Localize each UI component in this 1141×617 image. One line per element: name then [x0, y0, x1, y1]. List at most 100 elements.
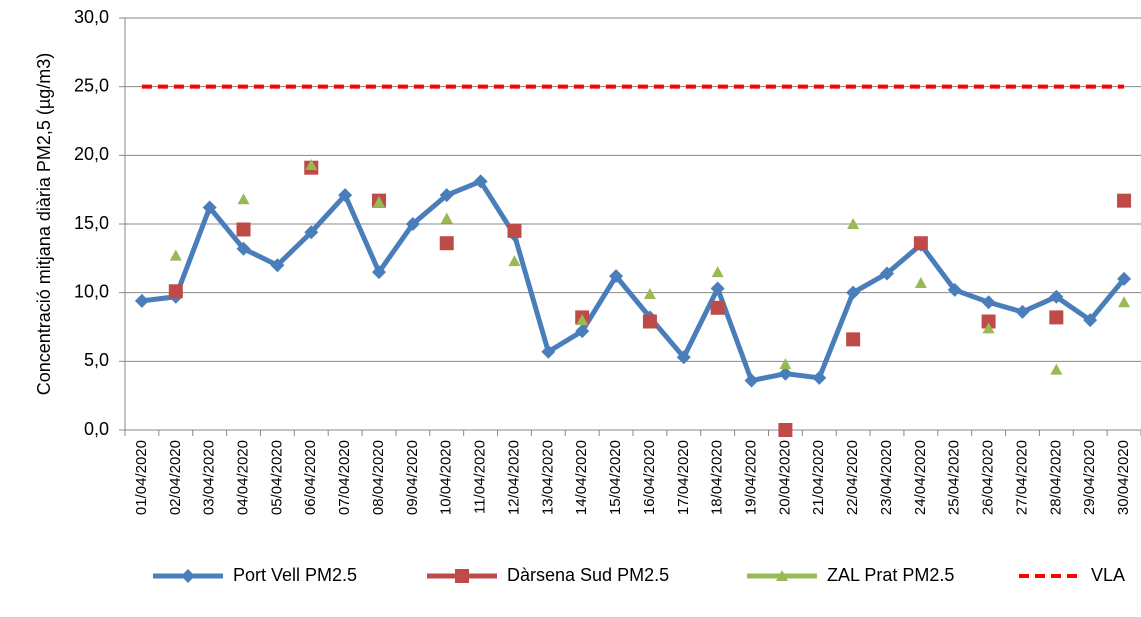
data-point: [304, 225, 319, 240]
y-tick-label: 20,0: [74, 144, 109, 164]
data-point: [237, 193, 250, 205]
y-tick-label: 25,0: [74, 75, 109, 95]
legend-label: Dàrsena Sud PM2.5: [507, 565, 669, 585]
y-tick-label: 10,0: [74, 281, 109, 301]
x-tick-label: 20/04/2020: [776, 440, 793, 515]
legend-marker: [181, 569, 195, 583]
x-tick-label: 24/04/2020: [912, 440, 929, 515]
data-point: [507, 223, 522, 238]
data-point: [744, 373, 759, 388]
data-point: [710, 281, 725, 296]
data-point: [134, 293, 149, 308]
data-point: [812, 370, 827, 385]
data-point: [1050, 363, 1063, 375]
legend-label: ZAL Prat PM2.5: [827, 565, 954, 585]
x-tick-label: 14/04/2020: [573, 440, 590, 515]
data-point: [439, 188, 454, 203]
x-tick-label: 23/04/2020: [878, 440, 895, 515]
data-point: [1015, 304, 1030, 319]
data-point: [778, 366, 793, 381]
data-point: [440, 212, 453, 224]
y-axis-label: Concentració mitjana diària PM2,5 (µg/m3…: [34, 53, 54, 396]
data-point: [236, 222, 251, 237]
x-tick-label: 19/04/2020: [743, 440, 760, 515]
x-tick-label: 06/04/2020: [302, 440, 319, 515]
x-tick-label: 12/04/2020: [505, 440, 522, 515]
data-point: [778, 423, 793, 437]
data-point: [710, 300, 725, 315]
data-point: [711, 266, 724, 278]
x-tick-label: 15/04/2020: [607, 440, 624, 515]
data-point: [439, 236, 454, 251]
legend-label: Port Vell PM2.5: [233, 565, 357, 585]
data-point: [1118, 296, 1131, 308]
x-tick-label: 27/04/2020: [1013, 440, 1030, 515]
y-tick-label: 15,0: [74, 213, 109, 233]
legend-marker: [776, 570, 788, 581]
data-point: [168, 284, 183, 299]
x-tick-label: 05/04/2020: [268, 440, 285, 515]
x-tick-label: 22/04/2020: [844, 440, 861, 515]
x-tick-label: 13/04/2020: [539, 440, 556, 515]
data-point: [372, 265, 386, 280]
x-tick-label: 08/04/2020: [370, 440, 387, 515]
x-tick-label: 28/04/2020: [1047, 440, 1064, 515]
data-point: [236, 241, 251, 256]
data-point: [846, 332, 861, 347]
data-point: [1117, 193, 1132, 208]
x-tick-label: 07/04/2020: [336, 440, 353, 515]
data-point: [541, 344, 556, 359]
data-point: [981, 314, 996, 329]
data-point: [202, 200, 217, 215]
data-point: [947, 282, 962, 297]
data-point: [373, 196, 385, 208]
data-point: [1117, 271, 1132, 286]
data-point: [576, 314, 589, 326]
y-tick-label: 5,0: [84, 350, 109, 370]
data-point: [405, 217, 420, 231]
x-tick-label: 16/04/2020: [641, 440, 658, 515]
data-point: [982, 322, 995, 334]
x-tick-label: 09/04/2020: [404, 440, 421, 515]
legend-label: VLA: [1091, 565, 1125, 585]
y-tick-label: 0,0: [84, 419, 109, 439]
data-point: [508, 255, 521, 267]
data-point: [981, 295, 996, 310]
data-point: [880, 266, 894, 281]
data-point: [846, 285, 861, 300]
data-point: [609, 269, 624, 284]
x-tick-label: 30/04/2020: [1115, 440, 1132, 515]
data-point: [575, 324, 590, 339]
data-point: [1049, 310, 1064, 325]
x-tick-label: 01/04/2020: [133, 440, 150, 515]
x-tick-label: 21/04/2020: [810, 440, 827, 515]
y-tick-label: 30,0: [74, 7, 109, 27]
data-point: [473, 174, 488, 189]
series-line: [141, 178, 1127, 384]
x-tick-label: 17/04/2020: [675, 440, 692, 515]
data-point: [642, 314, 657, 329]
data-point: [1083, 313, 1098, 328]
x-tick-label: 29/04/2020: [1081, 440, 1098, 515]
data-point: [338, 188, 353, 203]
data-point: [913, 236, 928, 251]
x-tick-label: 25/04/2020: [946, 440, 963, 515]
data-point: [305, 158, 318, 170]
x-tick-label: 18/04/2020: [709, 440, 726, 515]
data-point: [847, 218, 860, 229]
data-point: [643, 288, 656, 300]
data-point: [1049, 289, 1064, 304]
data-point: [779, 358, 792, 370]
data-point: [169, 249, 182, 261]
legend-marker: [455, 569, 469, 583]
data-point: [914, 277, 927, 289]
x-tick-label: 04/04/2020: [235, 440, 252, 515]
x-tick-label: 02/04/2020: [167, 440, 184, 515]
data-point: [270, 258, 285, 273]
data-point: [676, 350, 691, 365]
x-tick-label: 03/04/2020: [201, 440, 218, 515]
x-tick-label: 10/04/2020: [438, 440, 455, 515]
x-tick-label: 26/04/2020: [980, 440, 997, 515]
x-tick-label: 11/04/2020: [472, 440, 489, 514]
